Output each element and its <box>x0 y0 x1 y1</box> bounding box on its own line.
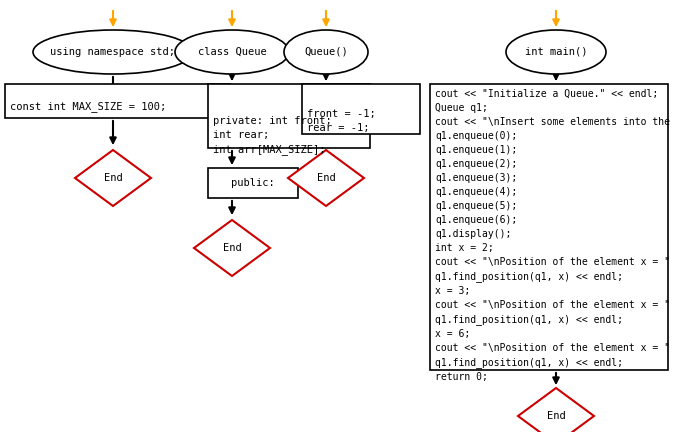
Polygon shape <box>194 220 270 276</box>
Text: End: End <box>222 243 241 253</box>
Text: int main(): int main() <box>525 47 587 57</box>
Polygon shape <box>288 150 364 206</box>
Text: cout << "Initialize a Queue." << endl;
Queue q1;
cout << "\nInsert some elements: cout << "Initialize a Queue." << endl; Q… <box>435 89 676 382</box>
Polygon shape <box>75 150 151 206</box>
Text: End: End <box>547 411 565 421</box>
Text: using namespace std;: using namespace std; <box>51 47 176 57</box>
Polygon shape <box>518 388 594 432</box>
Text: End: End <box>103 173 122 183</box>
Ellipse shape <box>506 30 606 74</box>
Text: End: End <box>316 173 335 183</box>
Bar <box>302 84 420 134</box>
Bar <box>208 84 370 148</box>
Text: Queue(): Queue() <box>304 47 348 57</box>
Ellipse shape <box>33 30 193 74</box>
Ellipse shape <box>284 30 368 74</box>
Text: private: int front;
int rear;
int arr[MAX_SIZE];: private: int front; int rear; int arr[MA… <box>213 116 332 155</box>
Text: front = -1;
rear = -1;: front = -1; rear = -1; <box>307 109 376 133</box>
Text: const int MAX_SIZE = 100;: const int MAX_SIZE = 100; <box>10 101 166 112</box>
Ellipse shape <box>175 30 289 74</box>
Bar <box>5 84 230 118</box>
Bar <box>208 168 298 198</box>
Text: class Queue: class Queue <box>197 47 266 57</box>
Text: public:: public: <box>231 178 275 188</box>
Bar <box>430 84 668 370</box>
